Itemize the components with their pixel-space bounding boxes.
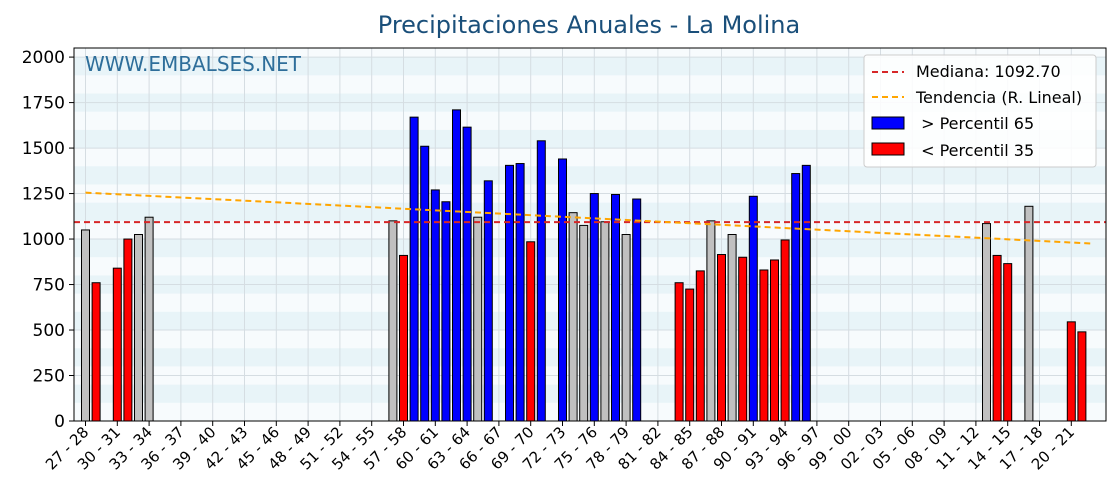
bar-88-89 xyxy=(727,234,737,422)
bar-72-73 xyxy=(558,158,567,422)
bar-84-85 xyxy=(685,288,695,422)
bar-58-59 xyxy=(409,116,419,422)
bar-56-57 xyxy=(388,220,398,422)
legend-median-label: Mediana: 1092.70 xyxy=(916,62,1061,81)
legend-low-swatch xyxy=(871,142,905,156)
legend-box xyxy=(863,54,1097,168)
bar-30-31 xyxy=(112,267,122,422)
bar-74-75 xyxy=(579,224,589,422)
bars xyxy=(81,109,1087,422)
legend: Mediana: 1092.70 Tendencia (R. Lineal) >… xyxy=(863,54,1097,168)
bar-27-28 xyxy=(81,229,90,422)
bar-70-71 xyxy=(536,140,546,422)
y-tick-label: 250 xyxy=(33,367,65,387)
bar-14-15 xyxy=(1003,263,1013,422)
bar-92-93 xyxy=(770,259,779,422)
chart-title: Precipitaciones Anuales - La Molina xyxy=(378,11,800,39)
plot-stripe xyxy=(74,166,1106,185)
bar-33-34 xyxy=(144,216,154,422)
bar-28-29 xyxy=(91,282,101,422)
bar-21-22 xyxy=(1077,331,1087,422)
bar-32-33 xyxy=(134,234,143,422)
plot-stripe xyxy=(74,129,1106,149)
bar-31-32 xyxy=(123,238,133,422)
watermark: WWW.EMBALSES.NET xyxy=(85,52,302,76)
bar-77-78 xyxy=(611,193,620,422)
bar-62-63 xyxy=(452,109,461,422)
bar-16-17 xyxy=(1024,205,1034,422)
bar-61-62 xyxy=(441,201,451,422)
y-tick-label: 1250 xyxy=(22,185,65,205)
bar-76-77 xyxy=(600,221,610,422)
bar-59-60 xyxy=(420,145,430,422)
plot-stripe xyxy=(74,57,1106,76)
reference-lines xyxy=(74,191,1106,245)
bar-12-13 xyxy=(982,223,991,422)
bar-93-94 xyxy=(780,239,790,422)
y-tick-label: 750 xyxy=(33,276,65,296)
bar-64-65 xyxy=(473,216,483,422)
bar-67-68 xyxy=(505,164,514,422)
y-tick-label: 1000 xyxy=(22,230,65,250)
bar-79-80 xyxy=(632,198,642,422)
bar-69-70 xyxy=(526,241,536,422)
bar-94-95 xyxy=(791,173,801,422)
bar-78-79 xyxy=(621,234,631,422)
y-tick-label: 1750 xyxy=(22,94,65,114)
bar-85-86 xyxy=(695,270,705,422)
legend-low-label: < Percentil 35 xyxy=(916,141,1034,160)
bar-90-91 xyxy=(748,195,758,422)
legend-trend-label: Tendencia (R. Lineal) xyxy=(915,88,1082,107)
bar-83-84 xyxy=(674,282,684,422)
bar-68-69 xyxy=(515,163,525,422)
bar-73-74 xyxy=(568,212,578,422)
legend-high-label: > Percentil 65 xyxy=(916,114,1034,133)
y-tick-label: 0 xyxy=(54,412,65,432)
bar-87-88 xyxy=(717,254,726,422)
bar-75-76 xyxy=(589,193,599,422)
bar-91-92 xyxy=(759,269,769,422)
plot-frame xyxy=(73,47,1107,422)
bar-65-66 xyxy=(483,180,493,422)
bar-57-58 xyxy=(399,254,408,422)
y-tick-label: 500 xyxy=(33,321,65,341)
trend-line xyxy=(85,191,1093,245)
legend-high-swatch xyxy=(871,116,905,130)
bar-86-87 xyxy=(706,220,716,422)
y-axis: 0 250 500 750 1000 1250 1500 1750 2000 xyxy=(22,48,74,432)
bar-63-64 xyxy=(462,126,472,422)
bar-95-96 xyxy=(801,164,811,422)
y-tick-label: 1500 xyxy=(22,139,65,159)
bar-20-21 xyxy=(1066,321,1076,422)
bar-13-14 xyxy=(992,254,1002,422)
bar-89-90 xyxy=(738,256,748,422)
bar-60-61 xyxy=(430,189,440,422)
y-tick-label: 2000 xyxy=(22,48,65,68)
